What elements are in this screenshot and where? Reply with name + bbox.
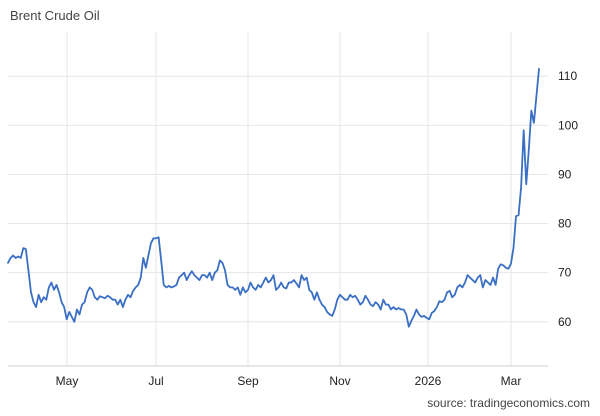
x-tick-label: Nov (329, 374, 350, 388)
y-tick-label: 80 (558, 217, 572, 231)
chart-title: Brent Crude Oil (10, 8, 100, 23)
y-tick-label: 70 (558, 266, 572, 280)
y-tick-label: 60 (558, 315, 572, 329)
y-tick-label: 110 (558, 69, 577, 83)
y-tick-label: 90 (558, 167, 572, 181)
source-credit: source: tradingeconomics.com (427, 396, 590, 410)
x-tick-label: May (56, 374, 79, 388)
series-layer (7, 67, 540, 328)
x-tick-label: Sep (237, 374, 259, 388)
series-line-brent (7, 67, 540, 328)
y-tick-label: 100 (558, 118, 578, 132)
x-tick-label: 2026 (415, 374, 442, 388)
x-tick-label: Jul (148, 374, 163, 388)
tick-layer: 60 70 80 90 100 110 May Jul Sep Nov 2026 Mar (56, 69, 579, 388)
grid-layer (8, 32, 548, 367)
x-tick-label: Mar (501, 374, 522, 388)
